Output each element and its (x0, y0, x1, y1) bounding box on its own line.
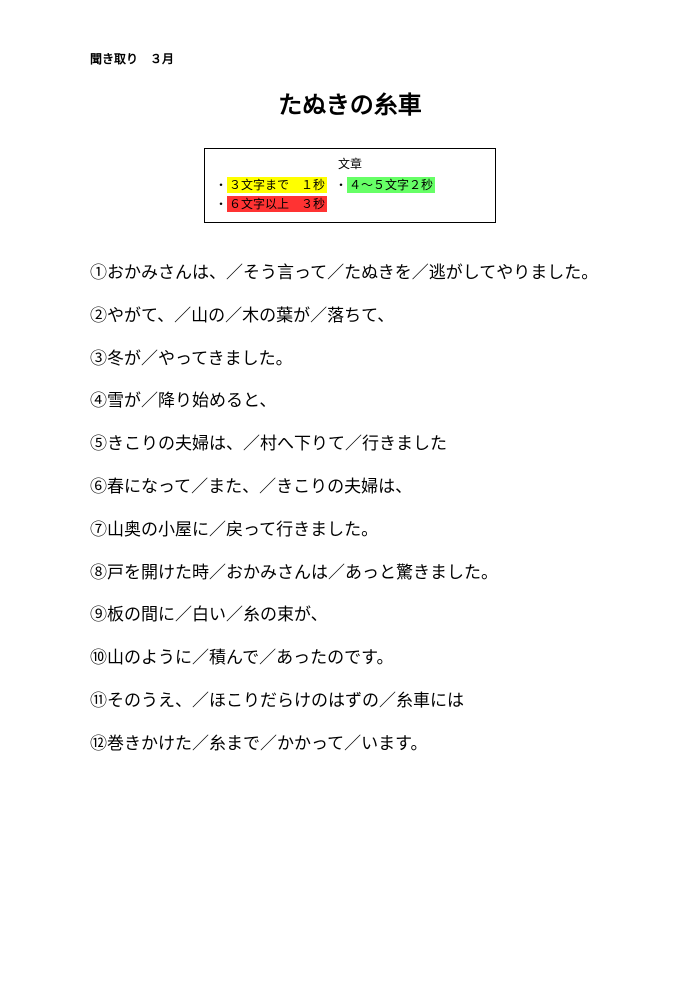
line-7: ⑦山奥の小屋に／戻って行きました。 (90, 510, 610, 551)
line-6: ⑥春になって／また、／きこりの夫婦は、 (90, 467, 610, 508)
bullet: ・ (215, 178, 227, 192)
legend-text-2: ４～５文字２秒 (347, 177, 435, 193)
page-header: 聞き取り ３月 (90, 50, 610, 67)
text-3: 冬が／やってきました。 (107, 349, 293, 368)
line-1: ①おかみさんは、／そう言って／たぬきを／逃がしてやりました。 (90, 253, 610, 294)
num-9: ⑨ (90, 605, 107, 624)
num-5: ⑤ (90, 434, 107, 453)
num-4: ④ (90, 391, 107, 410)
text-6: 春になって／また、／きこりの夫婦は、 (107, 477, 412, 496)
legend-row: ・３文字まで １秒 ・４～５文字２秒 ・６文字以上 ３秒 (215, 176, 485, 214)
num-12: ⑫ (90, 734, 107, 753)
line-8: ⑧戸を開けた時／おかみさんは／あっと驚きました。 (90, 553, 610, 594)
line-4: ④雪が／降り始めると、 (90, 381, 610, 422)
num-11: ⑪ (90, 691, 107, 710)
text-8: 戸を開けた時／おかみさんは／あっと驚きました。 (107, 563, 498, 582)
legend-text-1: ３文字まで １秒 (227, 177, 327, 193)
legend-box: 文章 ・３文字まで １秒 ・４～５文字２秒 ・６文字以上 ３秒 (204, 148, 496, 223)
num-7: ⑦ (90, 520, 107, 539)
line-10: ⑩山のように／積んで／あったのです。 (90, 638, 610, 679)
text-12: 巻きかけた／糸まで／かかって／います。 (107, 734, 427, 753)
num-1: ① (90, 263, 107, 282)
num-3: ③ (90, 349, 107, 368)
bullet: ・ (215, 197, 227, 211)
line-2: ②やがて、／山の／木の葉が／落ちて、 (90, 296, 610, 337)
text-2: やがて、／山の／木の葉が／落ちて、 (107, 306, 394, 325)
line-5: ⑤きこりの夫婦は、／村へ下りて／行きました (90, 424, 610, 465)
num-6: ⑥ (90, 477, 107, 496)
legend-item-3: ・６文字以上 ３秒 (215, 195, 327, 212)
line-11: ⑪そのうえ、／ほこりだらけのはずの／糸車には (90, 681, 610, 722)
line-9: ⑨板の間に／白い／糸の束が、 (90, 595, 610, 636)
text-9: 板の間に／白い／糸の束が、 (107, 605, 328, 624)
body-lines: ①おかみさんは、／そう言って／たぬきを／逃がしてやりました。 ②やがて、／山の／… (90, 253, 610, 765)
line-12: ⑫巻きかけた／糸まで／かかって／います。 (90, 724, 610, 765)
bullet: ・ (335, 178, 347, 192)
page-title: たぬきの糸車 (90, 85, 610, 120)
num-10: ⑩ (90, 648, 107, 667)
num-2: ② (90, 306, 107, 325)
text-7: 山奥の小屋に／戻って行きました。 (107, 520, 378, 539)
text-5: きこりの夫婦は、／村へ下りて／行きました (107, 434, 447, 453)
legend-caption: 文章 (215, 155, 485, 172)
text-1: おかみさんは、／そう言って／たぬきを／逃がしてやりました。 (107, 263, 598, 282)
document-page: 聞き取り ３月 たぬきの糸車 文章 ・３文字まで １秒 ・４～５文字２秒 ・６文… (0, 0, 700, 988)
num-8: ⑧ (90, 563, 107, 582)
legend-item-1: ・３文字まで １秒 (215, 176, 327, 193)
line-3: ③冬が／やってきました。 (90, 339, 610, 380)
legend-item-2: ・４～５文字２秒 (335, 176, 435, 193)
text-10: 山のように／積んで／あったのです。 (107, 648, 393, 667)
legend-text-3: ６文字以上 ３秒 (227, 196, 327, 212)
text-4: 雪が／降り始めると、 (107, 391, 276, 410)
text-11: そのうえ、／ほこりだらけのはずの／糸車には (107, 691, 464, 710)
